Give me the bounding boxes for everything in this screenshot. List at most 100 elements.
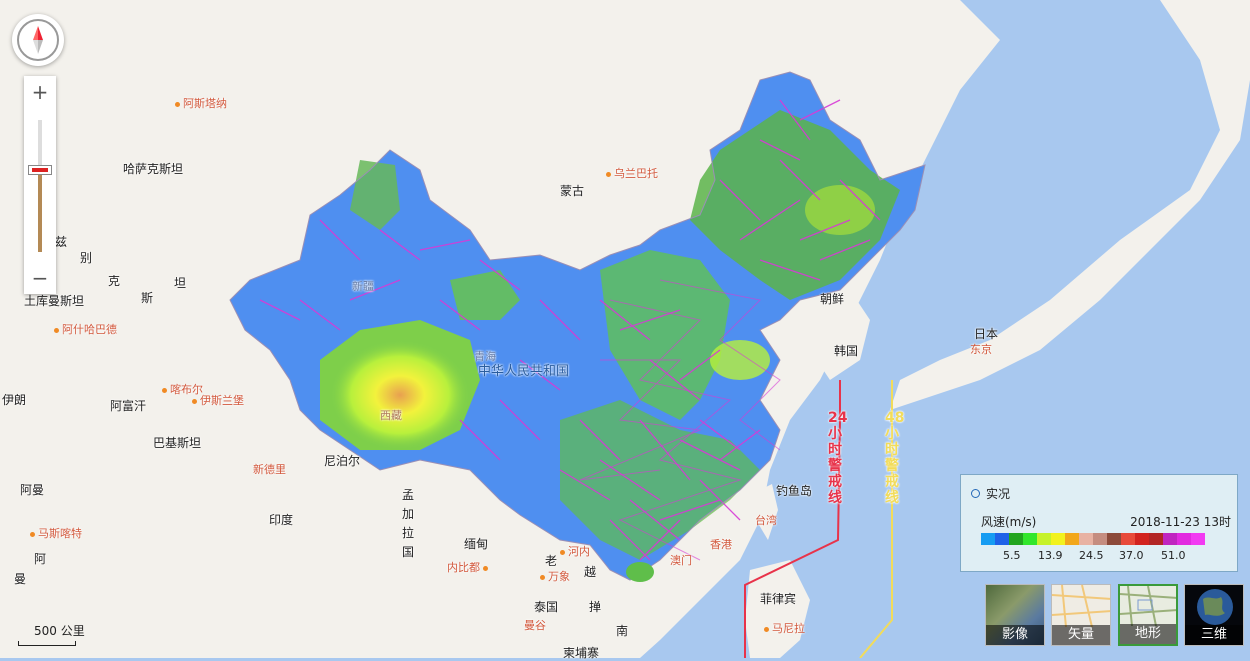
label-cambodia-2: 掸 xyxy=(589,600,602,614)
layer-terrain-button[interactable]: 地形 xyxy=(1118,584,1178,646)
label-uzbek-1: 兹 xyxy=(55,235,68,249)
legend-swatch xyxy=(1093,533,1107,545)
zoom-slider[interactable] xyxy=(38,120,42,252)
legend-swatch xyxy=(1191,533,1205,545)
wind-green-shandong xyxy=(805,185,875,235)
legend-panel: 实况 风速(m/s) 2018-11-23 13时 5.5 13.9 24.5 … xyxy=(960,474,1238,572)
layer-3d-label: 三维 xyxy=(1185,625,1243,645)
wind-green-xinjiang xyxy=(350,160,400,230)
city-macau: 澳门 xyxy=(670,554,692,567)
label-south-korea: 韩国 xyxy=(834,344,859,358)
wind-hot-tibet xyxy=(330,340,470,450)
city-ashgabat: 阿什哈巴德 xyxy=(54,321,117,337)
layer-vector-label: 矢量 xyxy=(1052,625,1110,645)
legend-title[interactable]: 实况 xyxy=(971,485,1010,502)
china-border xyxy=(229,71,926,581)
compass-icon xyxy=(17,19,59,61)
terrain-map-thumbnail xyxy=(1120,586,1176,627)
legend-swatch xyxy=(1037,533,1051,545)
legend-tick: 5.5 xyxy=(1003,549,1021,562)
legend-tick: 37.0 xyxy=(1119,549,1144,562)
label-south: 南 xyxy=(616,624,629,638)
legend-swatch xyxy=(1009,533,1023,545)
legend-swatch xyxy=(1177,533,1191,545)
label-myanmar: 缅甸 xyxy=(464,537,489,551)
label-uzbek-2: 别 xyxy=(80,251,93,265)
city-hongkong: 香港 xyxy=(710,538,732,551)
legend-swatch xyxy=(1079,533,1093,545)
city-vientiane: 万象 xyxy=(540,568,570,584)
label-afghanistan: 阿富汗 xyxy=(110,399,147,413)
globe-icon xyxy=(1197,589,1233,625)
label-arabian-1: 阿 xyxy=(34,552,47,566)
label-north-korea: 朝鲜 xyxy=(820,292,845,306)
zoom-slider-handle[interactable] xyxy=(28,165,52,176)
legend-swatch xyxy=(1107,533,1121,545)
city-astana: 阿斯塔纳 xyxy=(175,95,227,111)
city-taiwan: 台湾 xyxy=(755,514,777,527)
label-cambodia: 柬埔寨 xyxy=(563,646,600,660)
city-hanoi: 河内 xyxy=(560,543,590,559)
warning-label-24h: 24小时警戒线 xyxy=(828,410,848,506)
city-islamabad: 伊斯兰堡 xyxy=(192,392,244,408)
label-bangladesh: 孟加拉国 xyxy=(402,488,415,559)
legend-swatch xyxy=(1023,533,1037,545)
zoom-out-button[interactable]: − xyxy=(31,266,49,290)
label-laos: 老 xyxy=(545,554,558,568)
japan-landmass xyxy=(890,0,1250,410)
legend-swatch xyxy=(1051,533,1065,545)
scale-bar: 500 公里 xyxy=(18,622,85,646)
label-uzbek-4: 斯 xyxy=(141,291,154,305)
vector-map-thumbnail xyxy=(1052,585,1110,628)
city-tokyo: 东京 xyxy=(970,343,992,356)
legend-swatch xyxy=(1149,533,1163,545)
label-turkmenistan: 土库曼斯坦 xyxy=(24,294,85,308)
legend-ticks: 5.5 13.9 24.5 37.0 51.0 xyxy=(981,549,1233,563)
label-diaoyu: 钓鱼岛 xyxy=(776,484,813,498)
legend-swatch xyxy=(995,533,1009,545)
label-arabian-2: 曼 xyxy=(14,572,27,586)
layer-vector-button[interactable]: 矢量 xyxy=(1051,584,1111,646)
wind-green-north xyxy=(600,250,730,420)
legend-swatch xyxy=(981,533,995,545)
legend-tick: 24.5 xyxy=(1079,549,1104,562)
label-nepal: 尼泊尔 xyxy=(324,454,361,468)
legend-swatch xyxy=(1163,533,1177,545)
compass-control[interactable] xyxy=(12,14,64,66)
philippines-landmass xyxy=(745,560,810,658)
legend-timestamp: 2018-11-23 13时 xyxy=(1130,515,1231,529)
layer-imagery-button[interactable]: 影像 xyxy=(985,584,1045,646)
wind-barbs-dense xyxy=(579,279,781,561)
layer-3d-button[interactable]: 三维 xyxy=(1184,584,1244,646)
korea-landmass xyxy=(810,290,870,380)
label-kazakhstan: 哈萨克斯坦 xyxy=(123,162,184,176)
hainan-island xyxy=(626,562,654,582)
radio-icon xyxy=(971,489,980,498)
label-uzbek-3: 克 xyxy=(108,274,121,288)
label-pakistan: 巴基斯坦 xyxy=(153,436,202,450)
zoom-in-button[interactable]: + xyxy=(31,80,49,104)
label-philippines: 菲律宾 xyxy=(760,592,797,606)
label-japan: 日本 xyxy=(974,327,999,341)
label-oman: 阿曼 xyxy=(20,483,45,497)
scale-label: 500 公里 xyxy=(34,624,85,638)
label-vietnam: 越 xyxy=(584,565,597,579)
legend-swatch xyxy=(1121,533,1135,545)
city-bangkok: 曼谷 xyxy=(524,619,546,632)
legend-tick: 13.9 xyxy=(1038,549,1063,562)
label-iran: 伊朗 xyxy=(2,393,27,407)
legend-tick: 51.0 xyxy=(1161,549,1186,562)
warning-line-48h xyxy=(859,380,893,658)
label-mongolia: 蒙古 xyxy=(560,184,585,198)
wind-barbs xyxy=(259,99,881,561)
layer-terrain-label: 地形 xyxy=(1120,624,1176,644)
warning-line-24h xyxy=(744,380,841,658)
label-uzbek-5: 坦 xyxy=(174,276,187,290)
province-qinghai: 青海 xyxy=(474,350,496,363)
taiwan-landmass xyxy=(756,484,778,540)
legend-swatch xyxy=(1065,533,1079,545)
city-kabul: 喀布尔 xyxy=(162,381,203,397)
province-tibet: 西藏 xyxy=(380,409,402,422)
wind-green-qilian xyxy=(450,270,520,320)
